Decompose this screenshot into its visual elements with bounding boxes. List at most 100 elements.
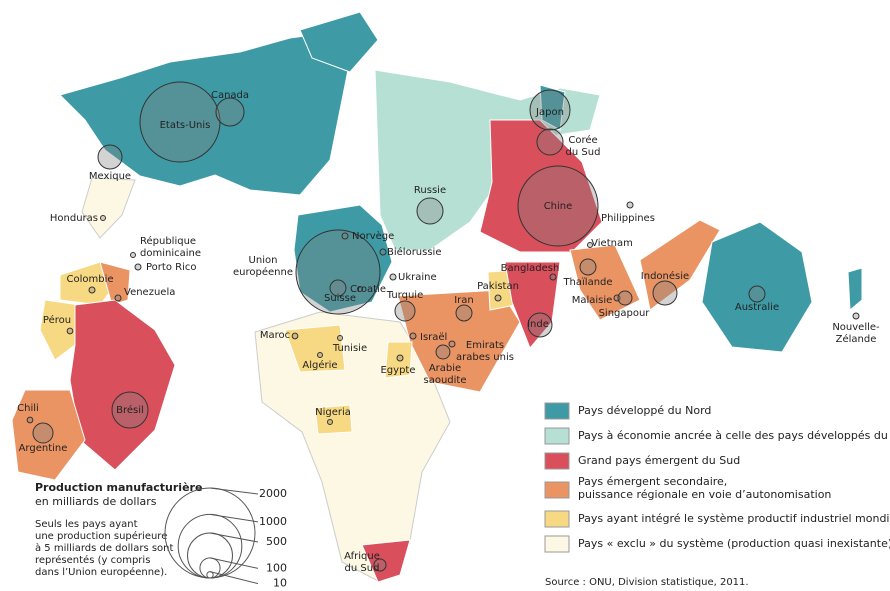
production-circle	[529, 89, 571, 131]
country-label: du Sud	[566, 147, 601, 158]
europe	[293, 204, 393, 313]
size-legend-leader	[209, 571, 259, 585]
production-circle	[626, 201, 634, 209]
country-label: Emirats	[466, 340, 504, 351]
production-circle	[337, 335, 343, 341]
country-label: Nigeria	[315, 407, 351, 418]
country-label: Pakistan	[477, 281, 519, 292]
production-circle	[134, 263, 142, 271]
country-label: saoudite	[424, 375, 467, 386]
country-label: Nouvelle-	[832, 322, 880, 333]
country-label: Corée	[568, 134, 597, 146]
size-legend-value: 10	[273, 577, 287, 590]
production-circle	[100, 215, 106, 221]
country-label: Venezuela	[124, 287, 175, 298]
south-africa	[361, 539, 411, 583]
legend-label: Pays ayant intégré le système productif …	[578, 512, 890, 525]
size-legend-subtitle: en milliards de dollars	[35, 495, 157, 508]
size-legend-value: 2000	[259, 487, 287, 500]
country-label: Malaisie	[572, 295, 613, 306]
land	[11, 11, 863, 583]
production-circle	[536, 128, 564, 156]
country-label: Porto Rico	[146, 262, 196, 273]
production-circle	[455, 304, 473, 322]
size-legend-circle	[177, 513, 243, 579]
legend-label: Pays « exclu » du système (production qu…	[578, 537, 890, 550]
country-label: arabes unis	[456, 352, 514, 363]
country-label: République	[140, 235, 196, 247]
production-circle	[748, 285, 766, 303]
production-circle	[652, 280, 678, 306]
country-label: Chine	[544, 201, 573, 212]
size-legend-leader	[209, 487, 259, 495]
brazil	[69, 299, 176, 471]
country-label: Chili	[17, 403, 39, 414]
country-label: Zélande	[836, 333, 877, 345]
country-label: Pérou	[43, 314, 71, 326]
production-circle	[527, 312, 553, 338]
size-legend-note: une production supérieure	[35, 530, 167, 542]
country-label: Vietnam	[591, 238, 633, 249]
production-circle	[852, 312, 860, 320]
size-legend-value: 100	[266, 561, 287, 574]
production-circle	[494, 294, 502, 302]
country-label: Mexique	[89, 171, 131, 182]
production-circle	[341, 232, 349, 240]
se-asia	[569, 244, 641, 321]
size-legend-leader	[209, 557, 259, 569]
size-legend-note: à 5 milliards de dollars sont	[35, 542, 173, 554]
country-label: Israël	[420, 332, 447, 343]
production-circle	[379, 248, 387, 256]
legend-swatch	[544, 427, 570, 445]
legend-label: Pays à économie ancrée à celle des pays …	[578, 429, 890, 442]
production-circle	[32, 422, 54, 444]
country-label: Afrique	[344, 551, 380, 562]
size-legend-leader	[209, 532, 259, 543]
argentina	[11, 389, 86, 481]
size-legend-value: 1000	[259, 515, 287, 528]
size-legend-leader	[209, 513, 259, 523]
country-label: Biélorussie	[387, 246, 442, 258]
country-label: Arabie	[429, 363, 461, 374]
legend: Pays développé du Nord Pays à économie an…	[544, 402, 890, 553]
size-legend-note: représentés (y compris	[35, 554, 150, 566]
country-label: Tunisie	[332, 343, 367, 354]
countries: Etats-Unis Canada Mexique Honduras Républiqu…	[17, 81, 880, 574]
legend-label: Pays développé du Nord	[578, 404, 711, 417]
country-label: Indonésie	[641, 270, 689, 282]
production-circle	[291, 332, 299, 340]
peru	[39, 299, 81, 361]
production-circle	[396, 354, 404, 362]
new-zealand	[847, 267, 863, 312]
country-label: Etats-Unis	[160, 120, 211, 131]
production-circle	[26, 416, 34, 424]
country-label: Japon	[535, 107, 564, 118]
japan	[539, 84, 566, 131]
country-label: Maroc	[260, 330, 290, 341]
country-label: Canada	[211, 90, 249, 101]
size-legend-circle	[206, 571, 214, 579]
country-label: Iran	[454, 295, 474, 306]
production-circle	[88, 286, 96, 294]
country-label: Turquie	[386, 290, 423, 301]
production-circle	[389, 273, 397, 281]
australia	[701, 221, 813, 353]
production-circle	[130, 252, 136, 258]
production-circle	[295, 229, 381, 315]
size-legend-note: Seuls les pays ayant	[35, 519, 138, 530]
country-label: dominicaine	[140, 248, 201, 259]
country-label: Ukraine	[398, 272, 437, 283]
production-circle	[517, 165, 599, 247]
production-circle	[448, 340, 456, 348]
legend-label: puissance régionale en voie d’autonomisa…	[578, 488, 831, 501]
country-label: Union	[249, 255, 278, 266]
production-circle	[357, 286, 363, 292]
north-america	[59, 31, 351, 196]
country-label: Australie	[735, 302, 779, 313]
production-circle	[97, 144, 123, 170]
country-label: Honduras	[50, 213, 98, 224]
production-circle	[409, 332, 417, 340]
production-circle	[66, 327, 74, 335]
